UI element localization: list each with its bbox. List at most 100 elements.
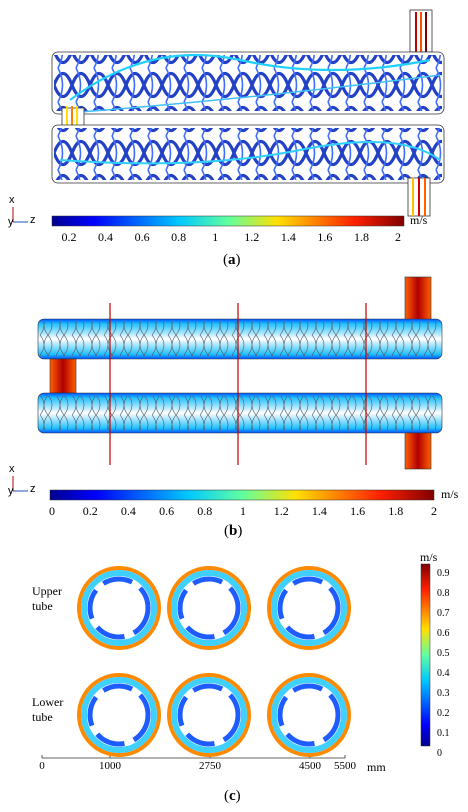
colorbar-tick-label: 0.4 (120, 504, 136, 518)
panel-a-caption: (a) (223, 252, 241, 268)
colorbar-tick-label: 0.8 (171, 230, 187, 244)
cross-section-inner-flow (277, 576, 341, 640)
panel-b-lower-outlet (404, 432, 432, 470)
panel-b-connector (49, 358, 77, 394)
cross-section-core (95, 691, 143, 739)
cross-section-core (185, 584, 233, 632)
cross-section-flow-ring (81, 677, 157, 753)
cross-section-flow-ring (171, 677, 247, 753)
lower-tube-label: Lower tube (32, 695, 64, 724)
cross-section-inner-flow (87, 576, 151, 640)
colorbar-tick-label: 1.4 (311, 504, 327, 518)
panel-b-colorbar-unit: m/s (441, 487, 459, 501)
colorbar-tick-label: 1 (240, 504, 246, 518)
panel-a-colorbar (51, 215, 405, 227)
cross-section-outer-ring (167, 673, 251, 757)
cross-section-flow-ring (271, 677, 347, 753)
panel-c-colorbar (420, 563, 431, 747)
panel-c-cross-sections (41, 563, 431, 759)
panel-a-streamline-diagram (12, 9, 445, 227)
cross-section-lower-2750 (167, 673, 251, 757)
cross-section-core (285, 584, 333, 632)
cross-section-upper-1000 (77, 566, 161, 650)
cross-section-outer-ring (77, 673, 161, 757)
colorbar-tick-label: 0.4 (98, 230, 114, 244)
lower-tube-coils (54, 128, 442, 180)
panel-a-colorbar-unit: m/s (410, 213, 428, 227)
lower-tube-streamline (59, 141, 441, 165)
cross-section-inner-flow (177, 576, 241, 640)
colorbar-tick-label: 0.4 (437, 668, 450, 679)
panel-a-axis-x-label: x (9, 194, 15, 206)
colorbar-tick-label: 0.6 (159, 504, 175, 518)
cross-section-outer-ring (167, 566, 251, 650)
colorbar-tick-label: 1.4 (280, 230, 296, 244)
panel-c-caption: (c) (224, 788, 241, 804)
panel-a-axis-z-label: z (30, 214, 36, 226)
colorbar-tick-label: 1 (212, 230, 219, 244)
colorbar-tick-label: 0.2 (61, 230, 77, 244)
colorbar-tick-label: 1.2 (244, 230, 260, 244)
colorbar-tick-label: 1.8 (353, 230, 369, 244)
upper-tube-label: Upper tube (32, 584, 62, 613)
colorbar-tick-label: 1.6 (350, 504, 366, 518)
panel-b-caption: (b) (224, 523, 243, 539)
panel-a-axis-y-label: y (8, 216, 14, 228)
cross-section-flow-ring (81, 570, 157, 646)
colorbar-tick-label: 0 (437, 748, 442, 759)
colorbar-tick-label: 0.7 (437, 608, 450, 619)
colorbar-tick-label: 1.8 (388, 504, 404, 518)
upper-tube-streamline (69, 54, 431, 101)
panel-b-axis-x-label: x (9, 463, 15, 475)
colorbar-tick-label: 1.6 (317, 230, 333, 244)
cross-section-inner-flow (87, 683, 151, 747)
cross-section-lower-4500 (267, 673, 351, 757)
axis-tick-label: 4500 (299, 760, 321, 772)
cross-section-outer-ring (77, 566, 161, 650)
panel-b-colorbar (49, 489, 435, 501)
panel-b-upper-tube-coils (40, 322, 440, 356)
colorbar-tick-label: 0.6 (437, 628, 450, 639)
colorbar-tick-label: 0.6 (134, 230, 150, 244)
panel-a: x y z m/s 0.2 0.4 0.6 0.8 1 1.2 1.4 1.6 1.8 2 (a) (0, 0, 468, 275)
cross-section-flow-ring (271, 570, 347, 646)
panel-b-axis-y-label: y (8, 485, 14, 497)
axis-tick-label: 1000 (99, 760, 121, 772)
colorbar-tick-label: 0.2 (437, 708, 450, 719)
panel-b: x y z m/s 0 0.2 0.4 0.6 0.8 1 1.2 1.4 1.6 1.8 2 (b… (0, 275, 468, 550)
panel-b-velocity-diagram (12, 276, 443, 501)
cross-section-outer-ring (267, 673, 351, 757)
cross-section-core (185, 691, 233, 739)
colorbar-tick-label: 0.9 (437, 568, 450, 579)
panel-b-lower-tube-coils (40, 396, 440, 430)
colorbar-tick-label: 2 (395, 230, 401, 244)
colorbar-tick-label: 0.8 (437, 588, 450, 599)
colorbar-tick-label: 0.3 (437, 688, 450, 699)
cross-section-core (285, 691, 333, 739)
cross-section-inner-flow (277, 683, 341, 747)
panel-c-colorbar-unit: m/s (420, 550, 438, 564)
colorbar-tick-label: 1.2 (273, 504, 289, 518)
colorbar-tick-label: 0 (49, 504, 55, 518)
colorbar-tick-label: 0.2 (82, 504, 98, 518)
cross-section-core (95, 584, 143, 632)
cross-section-lower-1000 (77, 673, 161, 757)
panel-c: Upper tube Lower tube m/s 0.9 0.8 0.7 0.6 0.… (0, 550, 468, 812)
upper-tube-streamline-2 (79, 74, 441, 113)
panel-c-axis-unit: mm (367, 760, 386, 774)
colorbar-tick-label: 2 (431, 504, 437, 518)
upper-tube-coils (54, 55, 442, 111)
cross-section-upper-4500 (267, 566, 351, 650)
panel-b-axis-z-label: z (30, 483, 36, 495)
axis-tick-label: 5500 (334, 760, 356, 772)
cross-section-inner-flow (177, 683, 241, 747)
colorbar-tick-label: 0.5 (437, 648, 450, 659)
axis-tick-label: 2750 (199, 760, 221, 772)
cross-section-upper-2750 (167, 566, 251, 650)
colorbar-tick-label: 0.8 (197, 504, 213, 518)
panel-b-upper-outlet (404, 276, 432, 322)
cross-section-outer-ring (267, 566, 351, 650)
cross-section-flow-ring (171, 570, 247, 646)
colorbar-tick-label: 0.1 (437, 728, 450, 739)
axis-tick-label: 0 (39, 760, 45, 772)
